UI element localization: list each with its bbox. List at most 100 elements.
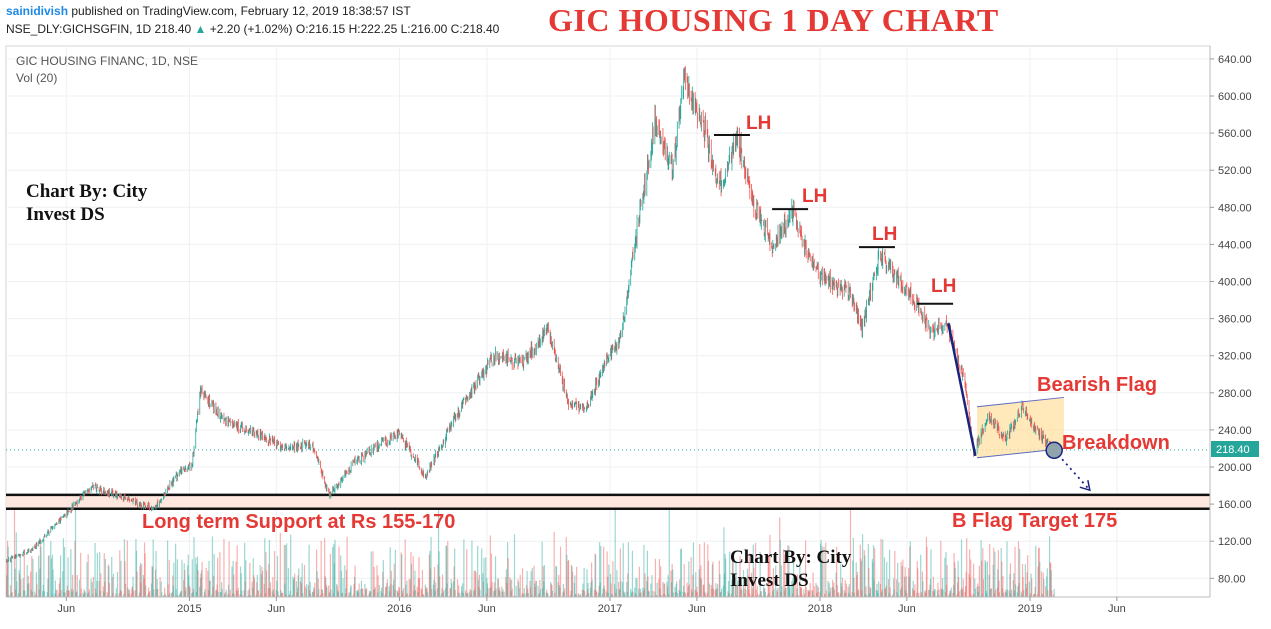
volume-bar <box>1029 593 1032 597</box>
y-tick-label: 480.00 <box>1218 202 1252 214</box>
volume-bar <box>199 577 201 597</box>
volume-bar <box>901 566 903 597</box>
volume-bar <box>574 593 577 597</box>
volume-bar <box>259 565 261 597</box>
volume-bar <box>964 586 967 597</box>
volume-bar <box>236 545 238 597</box>
volume-bar <box>970 559 972 597</box>
volume-bar <box>616 570 618 597</box>
volume-bar <box>422 594 425 597</box>
volume-bar <box>450 579 452 597</box>
volume-bar <box>278 595 280 597</box>
volume-bar <box>614 500 616 597</box>
volume-bar <box>442 592 444 597</box>
volume-bar <box>26 595 28 597</box>
volume-bar <box>853 577 855 597</box>
volume-bar <box>285 594 287 597</box>
volume-bar <box>676 592 678 597</box>
volume-bar <box>812 572 814 597</box>
volume-bar <box>370 551 372 597</box>
volume-bar <box>880 538 882 597</box>
volume-bar <box>179 592 181 597</box>
volume-bar <box>635 594 638 597</box>
volume-bar <box>530 571 532 597</box>
volume-bar <box>913 590 915 597</box>
volume-bar <box>153 589 155 597</box>
volume-bar <box>865 586 867 597</box>
volume-bar <box>652 590 654 597</box>
volume-bar <box>219 591 222 597</box>
volume-bar <box>127 587 129 597</box>
volume-bar <box>920 592 922 597</box>
volume-bar <box>406 580 408 597</box>
volume-bar <box>169 592 171 597</box>
volume-bar <box>825 590 827 597</box>
volume-bar <box>567 559 570 597</box>
volume-bar <box>255 594 257 597</box>
volume-bar <box>700 565 702 597</box>
volume-bar <box>228 541 230 597</box>
volume-bar <box>313 589 315 597</box>
volume-bar <box>727 580 730 597</box>
volume-bar <box>283 544 285 597</box>
volume-bar <box>970 595 972 597</box>
volume-bar <box>807 590 810 597</box>
volume-bar <box>431 588 433 597</box>
volume-bar <box>135 539 137 597</box>
volume-bar <box>753 567 755 597</box>
volume-bar <box>67 557 69 597</box>
volume-bar <box>299 581 302 597</box>
volume-bar <box>434 590 436 597</box>
volume-bar <box>885 585 887 597</box>
volume-bar <box>515 595 517 597</box>
volume-bar <box>928 590 930 597</box>
volume-bar <box>945 584 948 597</box>
volume-bar <box>771 583 773 597</box>
volume-bar <box>668 593 670 597</box>
volume-bar <box>187 565 189 597</box>
volume-bar <box>828 582 830 597</box>
volume-bar <box>170 593 173 597</box>
volume-bar <box>873 579 875 597</box>
volume-bar <box>1031 578 1033 597</box>
volume-bar <box>212 575 215 597</box>
volume-bar <box>763 586 765 597</box>
volume-bar <box>180 591 182 597</box>
volume-bar <box>570 590 572 597</box>
x-tick-label: 2016 <box>387 603 411 615</box>
volume-bar <box>985 562 987 597</box>
volume-bar <box>647 576 649 597</box>
volume-bar <box>513 595 515 597</box>
volume-bar <box>776 589 778 597</box>
volume-bar <box>64 592 66 597</box>
volume-bar <box>913 590 915 597</box>
volume-bar <box>638 588 640 597</box>
volume-bar <box>188 575 190 597</box>
volume-bar <box>662 581 664 597</box>
volume-bar <box>937 582 939 597</box>
volume-bar <box>329 553 331 597</box>
volume-bar <box>47 555 50 597</box>
volume-bar <box>444 588 447 597</box>
x-tick-label: Jun <box>1108 603 1126 615</box>
volume-bar <box>277 591 279 597</box>
volume-bar <box>501 591 504 597</box>
author-link[interactable]: sainidivish <box>6 4 69 18</box>
y-tick-label: 560.00 <box>1218 128 1252 140</box>
volume-bar <box>184 570 186 597</box>
lh-label-2: LH <box>802 186 827 207</box>
volume-bar <box>490 586 492 597</box>
volume-bar <box>189 587 191 597</box>
volume-bar <box>553 531 555 597</box>
volume-bar <box>1034 586 1036 597</box>
volume-bar <box>149 591 151 597</box>
volume-bar <box>461 591 463 597</box>
volume-bar <box>837 593 839 597</box>
volume-bar <box>290 534 292 597</box>
volume-bar <box>833 582 835 597</box>
volume-bar <box>192 592 194 597</box>
volume-bar <box>333 563 336 597</box>
volume-bar <box>618 589 620 597</box>
volume-bar <box>819 543 822 597</box>
